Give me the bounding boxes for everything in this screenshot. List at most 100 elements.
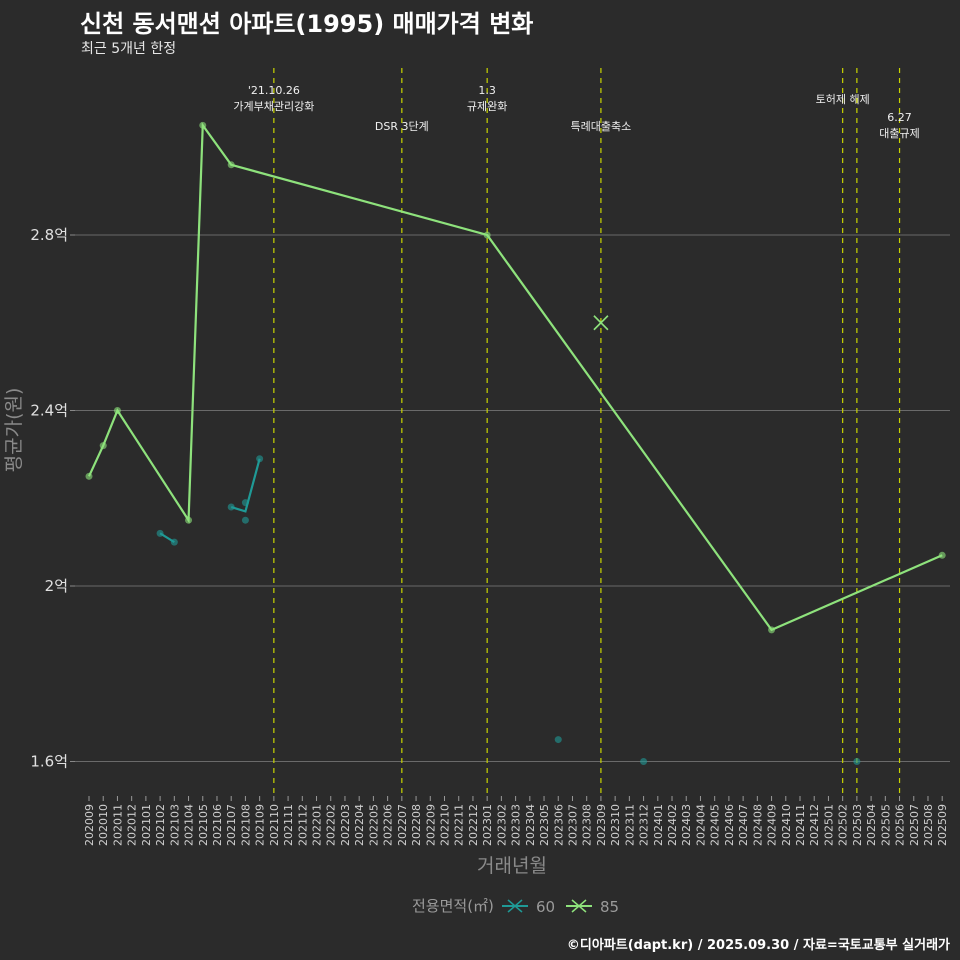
x-tick-label: 202509 — [936, 804, 949, 846]
legend-label: 85 — [600, 898, 619, 916]
x-tick-label: 202503 — [851, 804, 864, 846]
x-tick-label: 202204 — [353, 804, 366, 846]
series-85-point — [768, 626, 776, 634]
x-tick-label: 202009 — [83, 804, 96, 846]
x-tick-label: 202102 — [154, 804, 167, 846]
x-tick-label: 202202 — [325, 804, 338, 846]
y-tick-label: 1.6억 — [30, 753, 68, 771]
series-60-point — [554, 736, 562, 744]
x-tick-label: 202303 — [510, 804, 523, 846]
x-tick-label: 202207 — [396, 804, 409, 846]
series-85-point — [99, 442, 107, 450]
x-tick-label: 202211 — [453, 804, 466, 846]
event-label: 규제완화 — [467, 100, 507, 113]
legend-title: 전용면적(㎡) — [412, 897, 494, 915]
x-tick-label: 202309 — [595, 804, 608, 846]
event-label: DSR 3단계 — [375, 120, 429, 133]
x-tick-label: 202108 — [239, 804, 252, 846]
series-85-point — [185, 516, 193, 524]
event-label: 특례대출축소 — [571, 120, 632, 133]
series-85-point — [938, 551, 946, 559]
event-label: 6.27 — [887, 111, 912, 124]
x-tick-label: 202109 — [254, 804, 267, 846]
event-label: 토허제 해제 — [816, 92, 870, 106]
x-tick-label: 202410 — [780, 804, 793, 846]
x-tick-label: 202310 — [609, 804, 622, 846]
x-tick-label: 202209 — [424, 804, 437, 846]
x-tick-label: 202411 — [794, 804, 807, 846]
series-85-cross-marker — [593, 315, 609, 331]
x-tick-label: 202206 — [382, 804, 395, 846]
x-tick-label: 202312 — [638, 804, 651, 846]
x-tick-label: 202308 — [581, 804, 594, 846]
series-60-point — [640, 758, 648, 765]
x-tick-label: 202506 — [894, 804, 907, 846]
x-tick-label: 202105 — [197, 804, 210, 846]
x-tick-label: 202104 — [183, 804, 196, 846]
x-tick-label: 202311 — [623, 804, 636, 846]
y-tick-label: 2.4억 — [30, 402, 68, 420]
event-label: 대출규제 — [879, 127, 919, 140]
series-60-point — [256, 455, 264, 463]
x-tick-label: 202307 — [566, 804, 579, 846]
y-tick-label: 2.8억 — [30, 226, 68, 244]
x-tick-label: 202412 — [808, 804, 821, 846]
legend-key-cross-icon — [571, 899, 587, 913]
chart-title: 신천 동서맨션 아파트(1995) 매매가격 변화 — [80, 10, 534, 38]
x-tick-label: 202502 — [837, 804, 850, 846]
x-tick-label: 202408 — [751, 804, 764, 846]
x-tick-label: 202508 — [922, 804, 935, 846]
x-tick-label: 202101 — [140, 804, 153, 846]
x-tick-label: 202112 — [296, 804, 309, 846]
series-60-point — [156, 529, 164, 537]
series-85-line — [88, 122, 943, 632]
x-tick-label: 202402 — [666, 804, 679, 846]
x-tick-label: 202406 — [723, 804, 736, 846]
legend-label: 60 — [536, 898, 555, 916]
series-85-point — [85, 472, 93, 480]
x-tick-label: 202010 — [97, 804, 110, 846]
x-tick-label: 202011 — [111, 804, 124, 846]
y-axis-title: 평균가(원) — [3, 388, 25, 473]
x-tick-label: 202401 — [652, 804, 665, 846]
series-85-point — [113, 407, 121, 414]
x-tick-label: 202201 — [311, 804, 324, 846]
x-tick-label: 202501 — [822, 804, 835, 846]
x-tick-label: 202205 — [367, 804, 380, 846]
x-tick-label: 202012 — [126, 804, 139, 846]
x-tick-label: 202405 — [709, 804, 722, 846]
x-tick-label: 202103 — [168, 804, 181, 846]
series-60-point — [241, 499, 249, 507]
series-85-point — [227, 161, 235, 169]
x-tick-label: 202403 — [680, 804, 693, 846]
x-tick-label: 202505 — [879, 804, 892, 846]
x-tick-label: 202507 — [908, 804, 921, 846]
chart-subtitle: 최근 5개년 한정 — [81, 41, 177, 57]
series-60-point — [227, 503, 235, 511]
x-tick-label: 202404 — [694, 804, 707, 846]
x-tick-label: 202107 — [225, 804, 238, 846]
y-tick-label: 2억 — [45, 577, 68, 595]
event-label: 가계부채관리강화 — [233, 100, 314, 113]
series-60-point — [241, 516, 249, 524]
x-tick-label: 202208 — [410, 804, 423, 846]
event-label: 1.3 — [478, 84, 496, 97]
legend-key-cross-icon — [507, 899, 523, 913]
series-85-point — [483, 231, 491, 239]
x-tick-label: 202304 — [524, 804, 537, 846]
x-tick-label: 202212 — [467, 804, 480, 846]
x-tick-label: 202302 — [495, 804, 508, 846]
x-tick-label: 202111 — [282, 804, 295, 846]
x-tick-label: 202409 — [766, 804, 779, 846]
x-tick-label: 202305 — [538, 804, 551, 846]
x-tick-label: 202301 — [481, 804, 494, 846]
x-tick-label: 202203 — [339, 804, 352, 846]
x-tick-label: 202210 — [439, 804, 452, 846]
x-tick-label: 202106 — [211, 804, 224, 846]
series-60-point — [853, 758, 861, 765]
series-60-line — [230, 458, 261, 513]
x-tick-label: 202110 — [268, 804, 281, 846]
x-tick-label: 202504 — [865, 804, 878, 846]
x-tick-label: 202306 — [552, 804, 565, 846]
